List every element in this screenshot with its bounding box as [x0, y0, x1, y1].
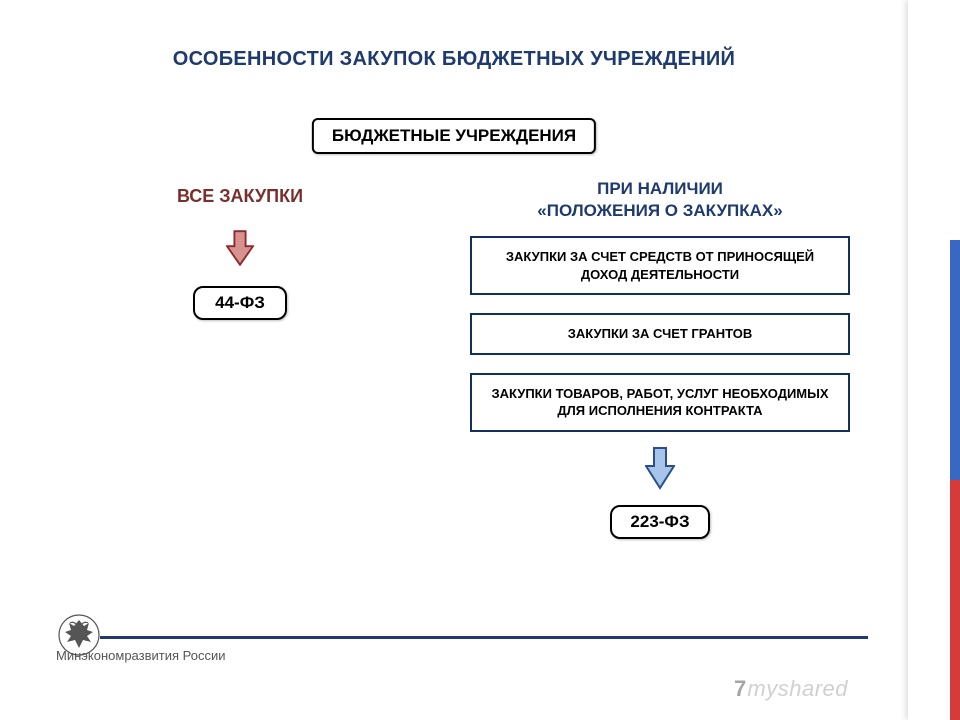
- left-header: ВСЕ ЗАКУПКИ: [90, 186, 390, 207]
- watermark: 7 myshared: [734, 676, 848, 702]
- flag-stripe: [950, 0, 960, 720]
- right-header: ПРИ НАЛИЧИИ «ПОЛОЖЕНИЯ О ЗАКУПКАХ»: [470, 178, 850, 222]
- right-header-line1: ПРИ НАЛИЧИИ: [597, 179, 723, 198]
- slide-title: ОСОБЕННОСТИ ЗАКУПОК БЮДЖЕТНЫХ УЧРЕЖДЕНИЙ: [0, 48, 908, 71]
- law-223-badge: 223-ФЗ: [610, 505, 709, 539]
- arrow-down-red-icon: [226, 229, 254, 272]
- footer-org: Минэкономразвития России: [56, 648, 225, 663]
- right-box-3: ЗАКУПКИ ТОВАРОВ, РАБОТ, УСЛУГ НЕОБХОДИМЫ…: [470, 373, 850, 432]
- flag-red: [950, 480, 960, 720]
- right-shadow-stripe: [908, 0, 960, 720]
- watermark-text: myshared: [747, 676, 848, 701]
- slide: ОСОБЕННОСТИ ЗАКУПОК БЮДЖЕТНЫХ УЧРЕЖДЕНИЙ…: [0, 0, 908, 720]
- left-column: ВСЕ ЗАКУПКИ 44-ФЗ: [90, 186, 390, 320]
- right-box-2: ЗАКУПКИ ЗА СЧЕТ ГРАНТОВ: [470, 313, 850, 355]
- right-box-1: ЗАКУПКИ ЗА СЧЕТ СРЕДСТВ ОТ ПРИНОСЯЩЕЙ ДО…: [470, 236, 850, 295]
- right-column: ПРИ НАЛИЧИИ «ПОЛОЖЕНИЯ О ЗАКУПКАХ» ЗАКУП…: [470, 178, 850, 539]
- law-44-badge: 44-ФЗ: [193, 286, 287, 320]
- flag-white: [950, 0, 960, 240]
- arrow-down-blue-icon: [645, 446, 675, 495]
- page-number: 7: [734, 676, 747, 701]
- top-badge: БЮДЖЕТНЫЕ УЧРЕЖДЕНИЯ: [312, 118, 596, 154]
- flag-blue: [950, 240, 960, 480]
- arrow-blue-path: [646, 448, 674, 488]
- arrow-red-path: [227, 231, 253, 265]
- footer-divider: [100, 636, 868, 639]
- right-header-line2: «ПОЛОЖЕНИЯ О ЗАКУПКАХ»: [537, 201, 782, 220]
